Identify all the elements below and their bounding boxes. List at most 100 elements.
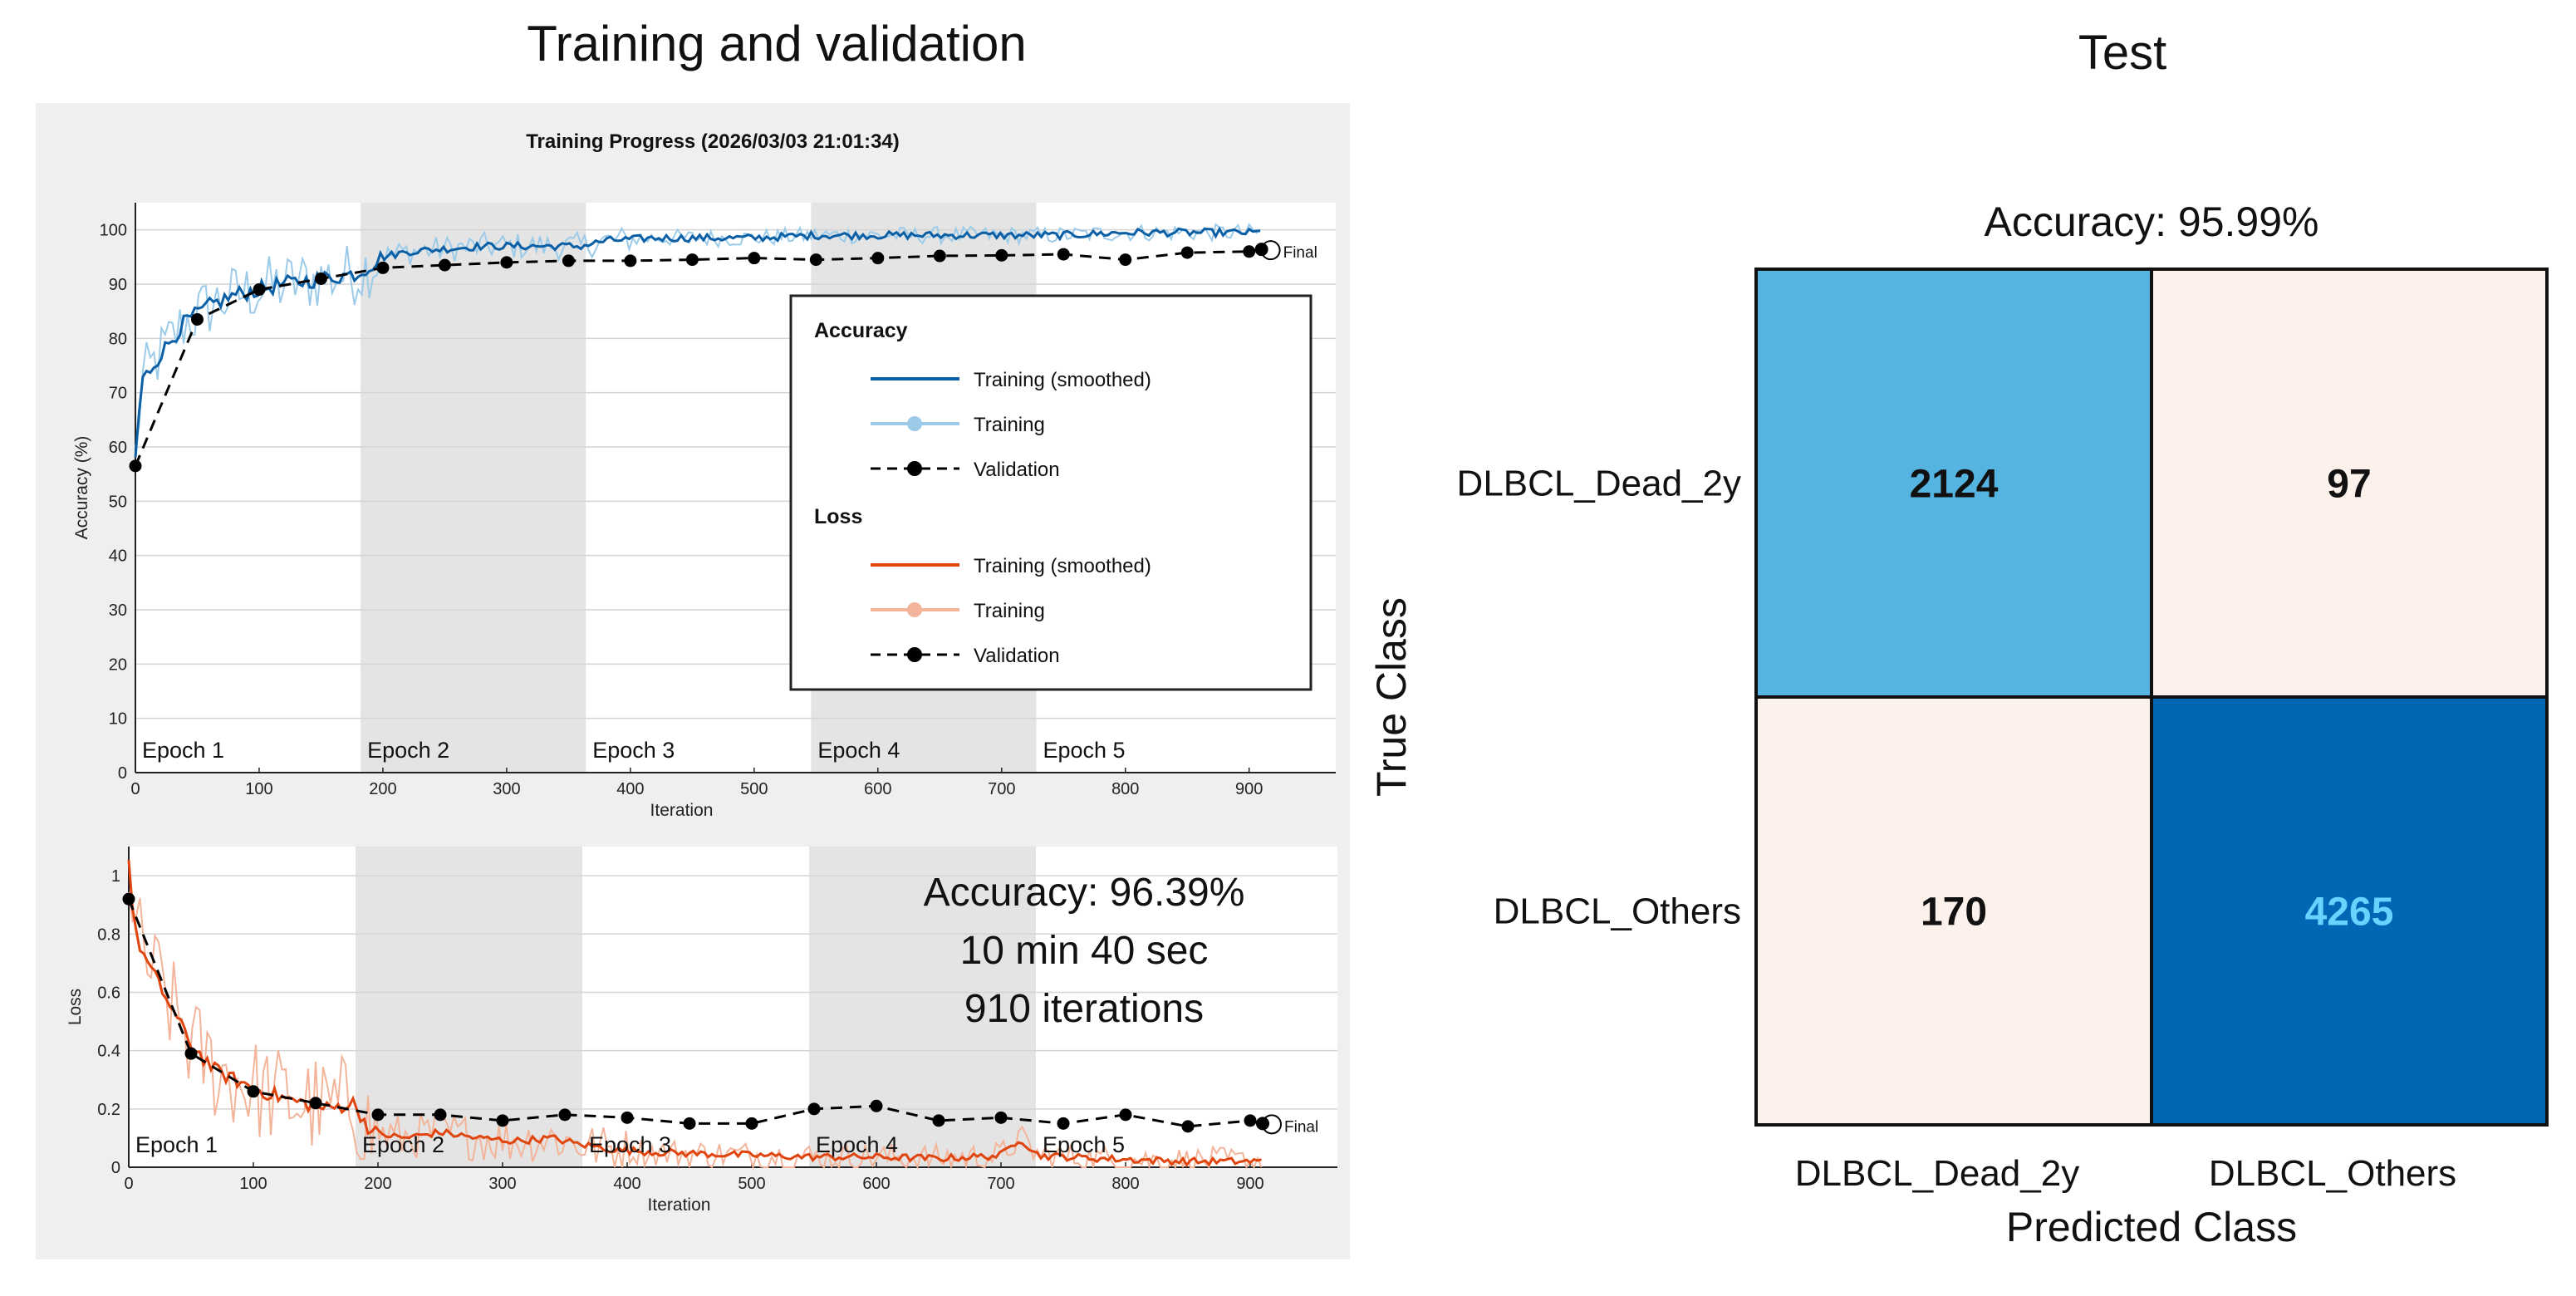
cm-cell-value: 2124 bbox=[1910, 463, 1999, 507]
validation-point bbox=[748, 252, 761, 265]
x-tick-label: 300 bbox=[493, 780, 520, 798]
cm-cell bbox=[1754, 695, 2153, 1127]
cm-cell-value: 97 bbox=[2327, 463, 2371, 507]
cm-cell-value: 170 bbox=[1921, 891, 1987, 935]
epoch-label: Epoch 1 bbox=[135, 1132, 218, 1157]
y-tick-label: 0.2 bbox=[97, 1101, 120, 1119]
y-tick-label: 1 bbox=[111, 867, 120, 886]
legend-acc-validation-label: Validation bbox=[974, 459, 1060, 481]
legend-box bbox=[789, 294, 1313, 691]
cm-cell bbox=[1754, 268, 2153, 699]
cm-cell bbox=[2150, 268, 2549, 699]
x-tick-label: 0 bbox=[130, 780, 140, 798]
final-label: Final bbox=[1284, 1118, 1318, 1136]
x-tick-label: 800 bbox=[1111, 1175, 1139, 1193]
y-tick-label: 100 bbox=[100, 222, 127, 240]
legend-acc-training-marker bbox=[907, 416, 922, 431]
cm-title: Accuracy: 95.99% bbox=[1985, 199, 2319, 245]
y-tick-label: 0.4 bbox=[97, 1043, 120, 1061]
validation-point bbox=[1243, 245, 1256, 258]
validation-point bbox=[309, 1097, 322, 1110]
validation-point bbox=[994, 1111, 1008, 1124]
x-tick-label: 400 bbox=[616, 780, 644, 798]
validation-point bbox=[184, 1047, 198, 1060]
validation-point bbox=[932, 1114, 945, 1127]
cm-row-label: DLBCL_Dead_2y bbox=[1457, 464, 1741, 504]
x-tick-label: 700 bbox=[988, 780, 1015, 798]
validation-point bbox=[685, 253, 699, 267]
cm-cell-value: 4265 bbox=[2305, 891, 2394, 935]
epoch-label: Epoch 4 bbox=[816, 1132, 898, 1157]
final-marker bbox=[1260, 240, 1281, 261]
x-tick-label: 900 bbox=[1236, 1175, 1263, 1193]
epoch-label: Epoch 4 bbox=[817, 738, 900, 763]
validation-point bbox=[371, 1108, 385, 1122]
validation-point bbox=[496, 1114, 509, 1127]
validation-point bbox=[434, 1108, 447, 1122]
validation-point bbox=[621, 1111, 634, 1124]
cm-row-label: DLBCL_Others bbox=[1494, 891, 1741, 932]
panel-title: Training Progress (2026/03/03 21:01:34) bbox=[526, 130, 900, 153]
validation-point bbox=[376, 261, 390, 274]
cm-col-label: DLBCL_Others bbox=[2209, 1153, 2456, 1194]
epoch-label: Epoch 3 bbox=[592, 738, 675, 763]
epoch-shade bbox=[356, 847, 582, 1167]
cm-x-axis-label: Predicted Class bbox=[2006, 1204, 2297, 1250]
validation-point bbox=[807, 1102, 821, 1116]
validation-point bbox=[1057, 1117, 1070, 1130]
x-tick-label: 100 bbox=[239, 1175, 267, 1193]
legend-loss-training-marker bbox=[907, 602, 922, 617]
x-tick-label: 600 bbox=[864, 780, 891, 798]
legend-accuracy-header: Accuracy bbox=[814, 319, 908, 342]
final-marker bbox=[1262, 1114, 1282, 1135]
validation-point bbox=[1119, 253, 1132, 267]
x-tick-label: 400 bbox=[613, 1175, 640, 1193]
y-axis-label: Loss bbox=[66, 989, 85, 1025]
x-tick-label: 800 bbox=[1111, 780, 1139, 798]
epoch-label: Epoch 3 bbox=[589, 1132, 671, 1157]
validation-point bbox=[809, 253, 822, 267]
y-tick-label: 80 bbox=[109, 330, 127, 348]
y-tick-label: 70 bbox=[109, 385, 127, 403]
left-heading: Training and validation bbox=[527, 16, 1027, 71]
validation-point bbox=[624, 254, 637, 268]
summary-accuracy: Accuracy: 96.39% bbox=[924, 871, 1245, 915]
validation-point bbox=[995, 248, 1008, 262]
validation-point bbox=[870, 1099, 883, 1112]
legend-loss-validation-marker bbox=[907, 647, 922, 662]
x-axis-label: Iteration bbox=[648, 1195, 711, 1215]
epoch-shade bbox=[361, 203, 586, 773]
legend-loss-validation-label: Validation bbox=[974, 645, 1060, 667]
confusion-matrix: 2124 97 170 4265 Accuracy: 95.99% DLBCL_Dead_… bbox=[1368, 199, 2549, 1250]
epoch-label: Epoch 2 bbox=[362, 1132, 444, 1157]
y-tick-label: 90 bbox=[109, 276, 127, 294]
x-tick-label: 700 bbox=[987, 1175, 1014, 1193]
y-tick-label: 0 bbox=[118, 764, 127, 783]
y-tick-label: 0.8 bbox=[97, 925, 120, 944]
legend-loss-smoothed-label: Training (smoothed) bbox=[974, 555, 1151, 577]
y-tick-label: 10 bbox=[109, 710, 127, 729]
y-tick-label: 40 bbox=[109, 547, 127, 566]
y-tick-label: 0.6 bbox=[97, 984, 120, 1002]
summary-time: 10 min 40 sec bbox=[960, 929, 1209, 973]
legend-acc-smoothed-label: Training (smoothed) bbox=[974, 369, 1151, 391]
validation-point bbox=[558, 1108, 572, 1122]
validation-point bbox=[933, 249, 946, 263]
validation-point bbox=[247, 1085, 260, 1098]
x-tick-label: 500 bbox=[740, 780, 768, 798]
y-tick-label: 0 bbox=[111, 1159, 120, 1177]
legend-acc-validation-marker bbox=[907, 461, 922, 476]
x-tick-label: 0 bbox=[124, 1175, 133, 1193]
validation-point bbox=[253, 283, 266, 297]
validation-point bbox=[683, 1117, 696, 1130]
validation-point bbox=[1181, 1120, 1195, 1133]
cm-y-axis-label: True Class bbox=[1368, 597, 1415, 797]
validation-point bbox=[1244, 1114, 1257, 1127]
validation-point bbox=[122, 892, 135, 906]
legend-loss-header: Loss bbox=[814, 505, 862, 528]
validation-point bbox=[562, 254, 575, 268]
validation-line bbox=[134, 248, 1262, 467]
x-tick-label: 100 bbox=[245, 780, 272, 798]
validation-point bbox=[1057, 248, 1070, 261]
y-tick-label: 60 bbox=[109, 439, 127, 457]
